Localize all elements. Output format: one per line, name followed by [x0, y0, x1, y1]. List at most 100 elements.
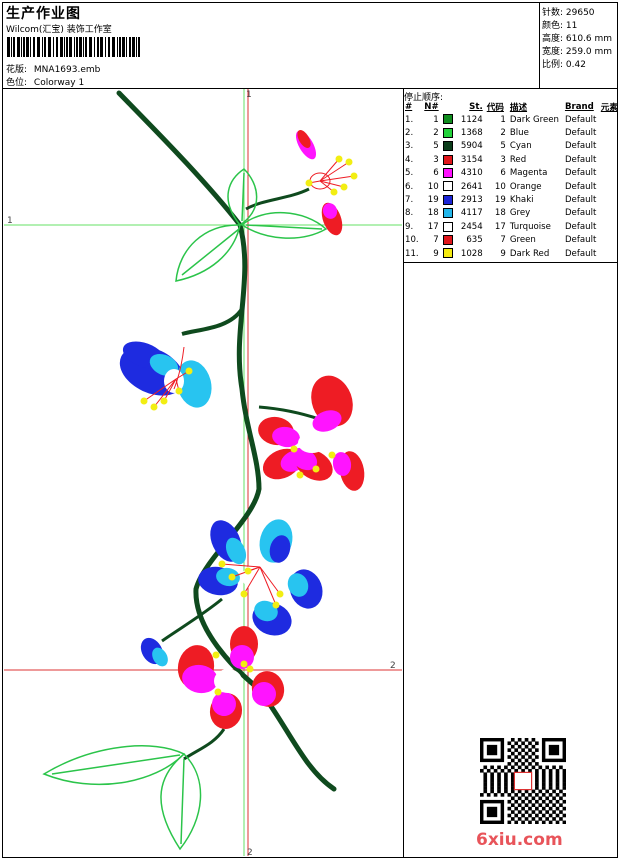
- petal: [332, 452, 352, 476]
- qr-module: [517, 817, 522, 821]
- qr-module: [507, 813, 512, 818]
- qr-module: [562, 806, 566, 811]
- qr-module: [531, 738, 536, 742]
- barcode-bar: [64, 37, 65, 57]
- leaf: [42, 745, 186, 786]
- qr-module: [521, 806, 525, 811]
- color-swatch: [442, 181, 453, 192]
- stamen-tip: [350, 172, 358, 180]
- qr-module: [538, 810, 543, 814]
- thread-table-header: # N# St. 代码 描述 Brand 元素: [403, 101, 620, 113]
- qr-module: [555, 775, 560, 780]
- company-name: Wilcom(汇宝) 装饰工作室: [6, 25, 112, 35]
- qr-module: [486, 793, 491, 797]
- qr-module: [562, 813, 566, 818]
- color-swatch: [442, 168, 453, 178]
- thread-swatch: [441, 180, 456, 193]
- qr-module: [510, 744, 515, 749]
- thread-code: 18: [494, 208, 506, 219]
- colorway-value: Colorway 1: [33, 78, 85, 88]
- thread-needle: 6: [433, 168, 439, 179]
- thread-needle: 1: [433, 114, 439, 125]
- qr-module: [510, 817, 515, 821]
- barcode-bar: [122, 37, 125, 57]
- qr-module: [548, 799, 553, 804]
- thread-code: 6: [500, 168, 506, 179]
- stamen: [153, 378, 177, 408]
- qr-module: [483, 772, 488, 777]
- qr-module: [552, 789, 556, 794]
- thread-element: [599, 207, 620, 220]
- thread-index: 11.: [405, 248, 419, 259]
- barcode-bar: [21, 37, 22, 57]
- thread-code: 17: [494, 221, 506, 232]
- thread-row: 5. 6 4310 6 Magenta Default: [403, 167, 620, 180]
- stats-divider: [539, 2, 540, 88]
- qr-module: [510, 775, 515, 780]
- thread-index: 3.: [405, 141, 414, 152]
- qr-module: [483, 775, 488, 780]
- qr-module: [545, 796, 549, 801]
- thread-element: [599, 247, 620, 260]
- barcode-bar: [48, 37, 51, 57]
- petal: [290, 447, 318, 471]
- qr-module: [535, 779, 539, 783]
- embroidery-design: 1 1 2 2: [4, 89, 402, 856]
- barcode-bar: [138, 37, 140, 57]
- qr-module: [507, 820, 512, 824]
- qr-module: [524, 765, 529, 770]
- barcode-bar: [94, 37, 95, 57]
- qr-module: [528, 806, 532, 811]
- thread-element: [599, 220, 620, 233]
- thread-needle: 7: [433, 235, 439, 246]
- qr-module: [541, 768, 546, 773]
- qr-finder-eye: [486, 806, 498, 818]
- thread-index: 2.: [405, 128, 414, 139]
- qr-module: [555, 768, 560, 773]
- stamen-tip: [290, 445, 298, 453]
- thread-index: 6.: [405, 181, 414, 192]
- barcode-bar: [33, 37, 35, 57]
- qr-module: [524, 796, 529, 801]
- qr-module: [531, 744, 536, 749]
- thread-element: [599, 153, 620, 166]
- qr-module: [497, 782, 501, 787]
- qr-module: [535, 806, 539, 811]
- qr-module: [490, 772, 494, 777]
- pattern-label: 花版:: [6, 65, 28, 75]
- qr-module: [524, 789, 529, 794]
- stamen-tip: [240, 590, 248, 598]
- thread-desc: Magenta: [509, 168, 548, 179]
- branch-stem: [183, 728, 226, 761]
- qr-module: [559, 796, 563, 801]
- petal: [176, 360, 212, 408]
- stamen: [259, 566, 277, 606]
- qr-module: [510, 782, 515, 787]
- barcode-bar: [53, 37, 54, 57]
- qr-module: [507, 741, 512, 746]
- thread-row: 8. 18 4117 18 Grey Default: [403, 207, 620, 220]
- thread-index: 9.: [405, 221, 414, 232]
- thread-code: 19: [494, 195, 506, 206]
- barcode-bar: [26, 37, 29, 57]
- barcode-bar: [76, 37, 78, 57]
- qr-module: [517, 796, 522, 801]
- qr-module: [504, 772, 508, 777]
- thread-swatch: [441, 220, 456, 233]
- barcode-bar: [97, 37, 99, 57]
- qr-module: [538, 817, 543, 821]
- qr-module: [524, 803, 529, 807]
- barcode-bar: [89, 37, 92, 57]
- petal: [297, 129, 311, 149]
- qr-module: [521, 748, 525, 752]
- thread-code: 2: [500, 128, 506, 139]
- thread-swatch: [441, 140, 456, 153]
- qr-module: [514, 748, 519, 752]
- page-title: 生产作业图: [6, 6, 81, 22]
- stamen-tip: [272, 601, 280, 609]
- thread-stitches: 5904: [460, 141, 483, 152]
- pattern-info: 花版: MNA1693.emb: [6, 62, 100, 75]
- qr-module: [514, 762, 519, 766]
- petal: [272, 426, 300, 448]
- stamen-tip: [330, 188, 338, 196]
